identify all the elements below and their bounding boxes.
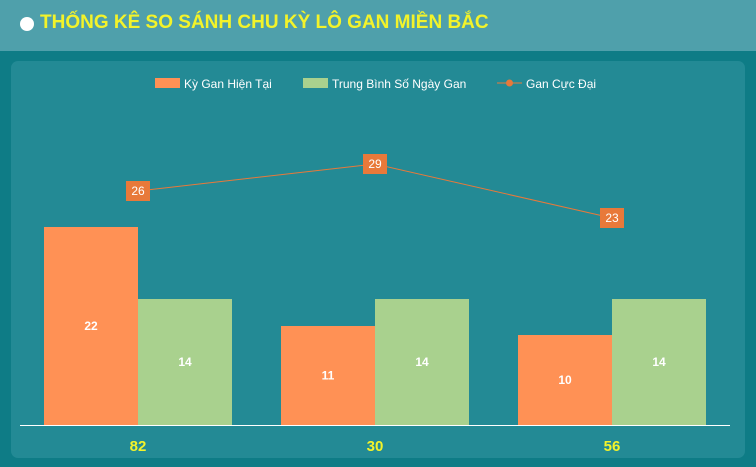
legend-item[interactable]: Gan Cực Đại [497, 77, 596, 91]
max-gan-point [363, 154, 387, 174]
bar-average-56 [612, 299, 706, 425]
x-tick-label: 82 [130, 438, 147, 455]
chart-legend: Kỳ Gan Hiện Tại Trung Bình Số Ngày Gan Gan… [155, 77, 596, 91]
max-gan-point [126, 181, 150, 201]
x-tick-labels: 82 30 56 [130, 438, 621, 455]
bar-value-label: 22 [84, 319, 98, 333]
legend-label: Trung Bình Số Ngày Gan [332, 77, 466, 91]
bar-value-label: 14 [652, 355, 666, 369]
legend-swatch [303, 78, 328, 88]
max-gan-label: 29 [368, 157, 382, 171]
max-gan-label: 23 [605, 211, 619, 225]
bar-current-30 [281, 326, 375, 425]
legend-swatch-dot [506, 79, 513, 87]
bar-value-label: 11 [322, 369, 335, 383]
bullet-icon [20, 17, 34, 31]
legend-label: Gan Cực Đại [526, 77, 596, 91]
bar-group: 22 14 11 14 10 14 [44, 227, 706, 425]
bar-average-30 [375, 299, 469, 425]
bar-average-82 [138, 299, 232, 425]
legend-label: Kỳ Gan Hiện Tại [184, 77, 272, 91]
legend-swatch [155, 78, 180, 88]
page-title: THỐNG KÊ SO SÁNH CHU KỲ LÔ GAN MIỀN BẮC [40, 12, 489, 33]
bar-value-label: 14 [178, 355, 192, 369]
max-gan-label: 26 [131, 184, 145, 198]
line-group: 26 29 23 [126, 154, 624, 228]
page-header: THỐNG KÊ SO SÁNH CHU KỲ LÔ GAN MIỀN BẮC [0, 0, 756, 51]
x-tick-label: 30 [367, 438, 384, 455]
legend-item[interactable]: Kỳ Gan Hiện Tại [155, 77, 272, 91]
bar-current-56 [518, 335, 612, 425]
max-gan-point [600, 208, 624, 228]
legend-item[interactable]: Trung Bình Số Ngày Gan [303, 77, 466, 91]
bar-current-82 [44, 227, 138, 425]
bar-value-label: 14 [415, 355, 429, 369]
x-tick-label: 56 [604, 438, 621, 455]
bar-value-label: 10 [558, 373, 572, 387]
